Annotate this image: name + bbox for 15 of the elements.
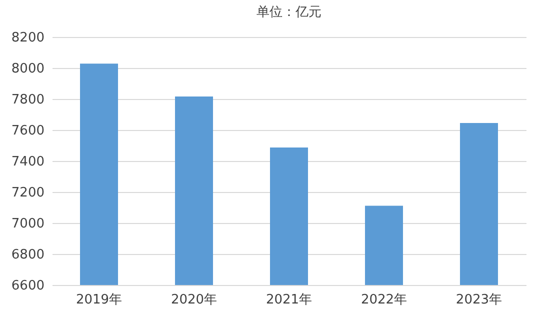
y-tick-label: 8000 (11, 62, 44, 76)
y-tick-label: 7000 (11, 216, 44, 232)
x-tick-label: 2023年 (456, 292, 502, 308)
y-tick-label: 7200 (11, 186, 44, 200)
chart-title: 单位：亿元 (256, 5, 322, 20)
y-tick-label: 6800 (11, 248, 44, 262)
x-tick-label: 2020年 (170, 292, 218, 308)
y-tick-label: 6600 (11, 278, 44, 294)
x-tick-label: 2022年 (360, 292, 408, 308)
x-tick-label: 2021年 (266, 292, 312, 308)
y-tick-label: 7800 (11, 92, 44, 108)
y-tick-label: 7600 (11, 124, 44, 138)
y-tick-label: 7400 (11, 154, 44, 170)
x-tick-label: 2019年 (76, 292, 122, 308)
y-tick-label: 8200 (11, 30, 44, 46)
